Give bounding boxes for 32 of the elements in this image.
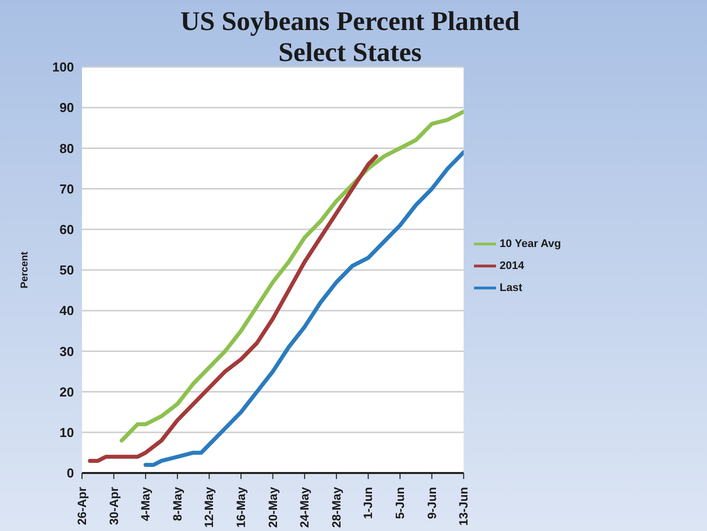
y-tick-label: 20	[60, 384, 74, 400]
y-axis-title: Percent	[20, 250, 31, 288]
x-tick-label: 16-May	[234, 486, 248, 528]
line-series	[120, 110, 464, 443]
legend-label: 10 Year Avg	[500, 237, 561, 250]
y-tick-label: 90	[60, 100, 74, 116]
x-tick-label: 12-May	[202, 486, 216, 528]
y-tick-label: 0	[66, 466, 74, 481]
y-tick-label: 60	[60, 222, 74, 238]
line-series	[144, 150, 464, 467]
x-tick-label: 5-Jun	[393, 487, 408, 520]
chart-title: US Soybeans Percent Planted Select States	[179, 6, 521, 68]
line-series	[88, 154, 378, 463]
y-tick-label: 80	[60, 140, 74, 156]
x-tick-label: 28-May	[329, 486, 344, 528]
y-tick-label: 70	[60, 181, 74, 196]
x-tick-label: 20-May	[266, 486, 280, 528]
x-tick-label: 26-Apr	[75, 486, 89, 526]
y-tick-label: 40	[60, 303, 74, 318]
y-tick-label: 10	[60, 425, 74, 440]
x-tick-label: 13-Jun	[456, 487, 471, 526]
x-tick-label: 30-Apr	[106, 486, 121, 526]
x-tick-label: 8-May	[170, 486, 184, 522]
y-tick-label: 30	[60, 344, 74, 359]
y-tick-label: 50	[60, 262, 74, 278]
x-tick-label: 9-Jun	[424, 487, 439, 520]
x-tick-label: 1-Jun	[361, 487, 376, 520]
x-tick-label: 24-May	[298, 486, 312, 528]
x-tick-label: 4-May	[138, 486, 153, 522]
legend-label: 2014	[500, 259, 524, 272]
y-tick-label: 100	[52, 60, 74, 75]
legend-label: Last	[500, 281, 522, 294]
